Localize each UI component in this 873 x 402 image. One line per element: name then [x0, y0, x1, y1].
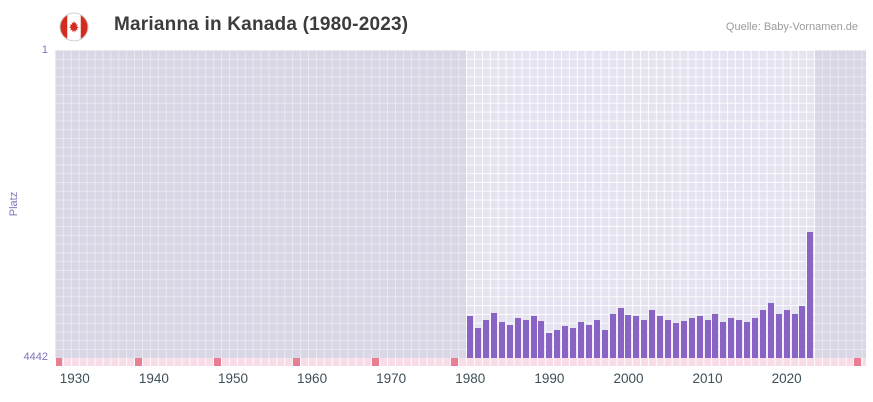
bar-2006[interactable] [672, 322, 679, 358]
x-tick-2020: 2020 [771, 371, 802, 386]
x-tick-1930: 1930 [59, 371, 90, 386]
bar-1994[interactable] [578, 322, 584, 358]
no-data-region-right [815, 50, 866, 358]
maple-leaf-icon [69, 20, 79, 34]
x-tick-1970: 1970 [376, 371, 407, 386]
x-tick-1950: 1950 [217, 371, 248, 386]
bar-1983[interactable] [491, 312, 497, 358]
bar-2018[interactable] [767, 303, 774, 358]
bar-1981[interactable] [475, 328, 482, 358]
bar-1986[interactable] [514, 318, 521, 358]
bar-2021[interactable] [791, 314, 798, 358]
bar-2020[interactable] [783, 310, 790, 358]
bar-1982[interactable] [483, 319, 490, 358]
source-attribution: Quelle: Baby-Vornamen.de [725, 21, 858, 33]
bar-2013[interactable] [728, 318, 735, 358]
bar-1991[interactable] [554, 330, 561, 358]
x-tick-1940: 1940 [138, 371, 169, 386]
bar-2003[interactable] [649, 310, 656, 358]
y-axis-tick-top: 1 [41, 44, 48, 56]
bar-2001[interactable] [633, 316, 640, 358]
x-tick-1990: 1990 [534, 371, 565, 386]
bar-1996[interactable] [593, 320, 600, 358]
unranked-mark-1948 [213, 358, 221, 366]
unranked-mark-1978 [451, 358, 458, 366]
y-axis-tick-bottom: 4442 [23, 351, 48, 363]
bar-1999[interactable] [617, 307, 624, 358]
unranked-mark-1938 [134, 358, 142, 366]
bar-1992[interactable] [562, 326, 569, 358]
page-title: Marianna in Kanada (1980-2023) [114, 14, 409, 35]
bar-1998[interactable] [609, 314, 616, 358]
x-tick-2000: 2000 [613, 371, 644, 386]
bar-1984[interactable] [498, 321, 505, 358]
bar-1990[interactable] [546, 332, 553, 358]
bar-2014[interactable] [736, 319, 743, 358]
x-tick-1960: 1960 [297, 371, 328, 386]
bar-2023[interactable] [807, 232, 814, 358]
bar-2022[interactable] [799, 305, 806, 358]
bar-1993[interactable] [570, 328, 577, 358]
bar-2008[interactable] [688, 318, 695, 358]
bar-2000[interactable] [625, 314, 632, 358]
bar-2002[interactable] [641, 319, 648, 358]
bar-1985[interactable] [506, 324, 513, 358]
x-tick-2010: 2010 [692, 371, 723, 386]
bar-2010[interactable] [704, 320, 711, 358]
bar-1988[interactable] [530, 316, 537, 358]
unranked-mark-1968 [371, 358, 379, 366]
bar-1997[interactable] [601, 330, 608, 358]
unranked-strip [55, 358, 866, 366]
x-tick-1980: 1980 [455, 371, 486, 386]
no-data-region-left [55, 50, 466, 358]
bar-2005[interactable] [665, 319, 672, 358]
bar-1995[interactable] [585, 324, 592, 358]
unranked-mark-1958 [292, 358, 300, 366]
bar-2016[interactable] [752, 318, 759, 358]
bar-1980[interactable] [467, 316, 474, 358]
unranked-mark-2029 [854, 358, 862, 366]
bar-2009[interactable] [696, 316, 703, 358]
unranked-mark-1928 [55, 358, 63, 366]
bar-2019[interactable] [775, 314, 782, 358]
bar-1987[interactable] [522, 319, 529, 358]
bar-2011[interactable] [712, 314, 719, 358]
bar-2004[interactable] [657, 316, 664, 358]
canada-flag-icon [59, 12, 89, 42]
bar-2012[interactable] [720, 321, 727, 358]
y-axis-label: Platz [8, 191, 20, 217]
plot-area [55, 50, 866, 358]
bar-2017[interactable] [759, 310, 766, 358]
bar-1989[interactable] [538, 320, 545, 358]
bar-2015[interactable] [744, 321, 751, 358]
bar-2007[interactable] [680, 321, 687, 358]
